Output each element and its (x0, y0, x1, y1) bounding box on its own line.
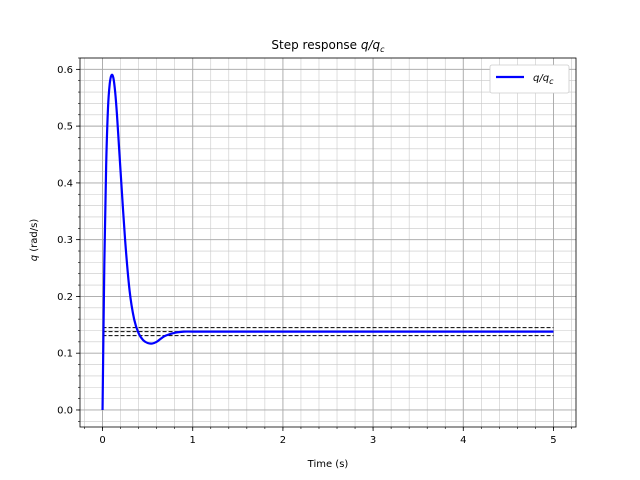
y-tick-label: 0.3 (57, 235, 73, 246)
y-tick-label: 0.2 (57, 292, 73, 303)
major-grid (80, 58, 576, 427)
minor-grid (80, 57, 576, 427)
x-tick-label: 4 (460, 435, 466, 446)
x-axis-label: Time (s) (307, 459, 349, 470)
y-axis-label: q (rad/s) (29, 219, 40, 262)
y-tick-label: 0.6 (57, 65, 73, 76)
y-tick-label: 0.4 (57, 178, 73, 189)
legend: q/qc (489, 64, 570, 94)
y-tick-label: 0.5 (57, 122, 73, 133)
y-axis-ticks: 0.0 0.1 0.2 0.3 0.4 0.5 0.6 (57, 57, 80, 422)
chart-title: Step response q/qc (271, 38, 385, 54)
y-tick-label: 0.1 (57, 349, 73, 360)
series-layer (101, 73, 554, 410)
plot-frame (79, 57, 577, 428)
x-axis-ticks: 0 1 2 3 4 5 (84, 427, 572, 446)
x-tick-label: 3 (370, 435, 376, 446)
x-tick-label: 5 (550, 435, 556, 446)
legend-label: q/qc (533, 73, 554, 86)
x-tick-label: 2 (280, 435, 286, 446)
legend-box (489, 64, 570, 94)
y-tick-label: 0.0 (57, 405, 73, 416)
series-line (101, 73, 554, 410)
x-tick-label: 0 (99, 435, 105, 446)
x-tick-label: 1 (190, 435, 196, 446)
